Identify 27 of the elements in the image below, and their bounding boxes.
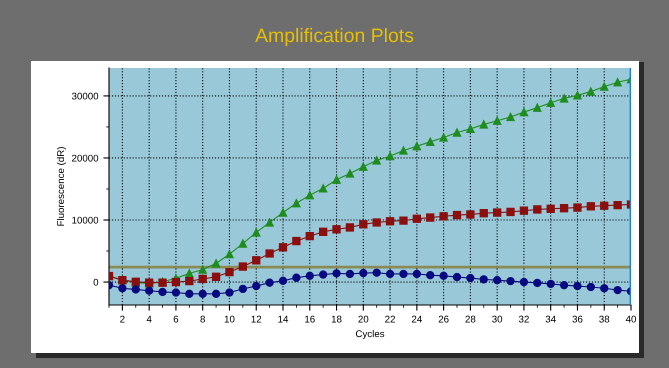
x-tick-label: 24	[412, 316, 422, 322]
y-tick-label: 30000	[72, 92, 98, 100]
x-axis-title: Cycles	[356, 330, 384, 340]
x-tick-label: 14	[278, 316, 288, 322]
chart-title: Amplification Plots	[255, 28, 414, 46]
x-tick-label: 8	[200, 316, 205, 323]
x-tick-label: 26	[438, 316, 449, 323]
x-tick-label: 32	[518, 316, 529, 323]
x-tick-label: 20	[358, 316, 368, 323]
x-tick-label: 36	[572, 316, 582, 323]
x-tick-label: 38	[599, 316, 610, 323]
x-tick-label: 2	[120, 316, 125, 322]
y-axis-title: Fluorescence (dR)	[56, 147, 66, 226]
x-tick-label: 28	[465, 316, 476, 323]
x-tick-label: 40	[626, 316, 636, 323]
x-tick-label: 10	[224, 316, 234, 323]
x-tick-label: 12	[252, 316, 262, 322]
x-tick-label: 22	[385, 316, 395, 322]
y-tick-label: 0	[94, 278, 98, 286]
x-tick-label: 18	[332, 316, 342, 323]
x-tick-label: 30	[492, 316, 502, 323]
y-tick-label: 20000	[72, 154, 98, 162]
x-tick-label: 6	[174, 316, 178, 323]
x-tick-label: 34	[546, 316, 556, 323]
y-tick-label: 10000	[72, 216, 98, 224]
x-tick-label: 4	[146, 316, 152, 322]
x-tick-label: 16	[305, 316, 315, 323]
